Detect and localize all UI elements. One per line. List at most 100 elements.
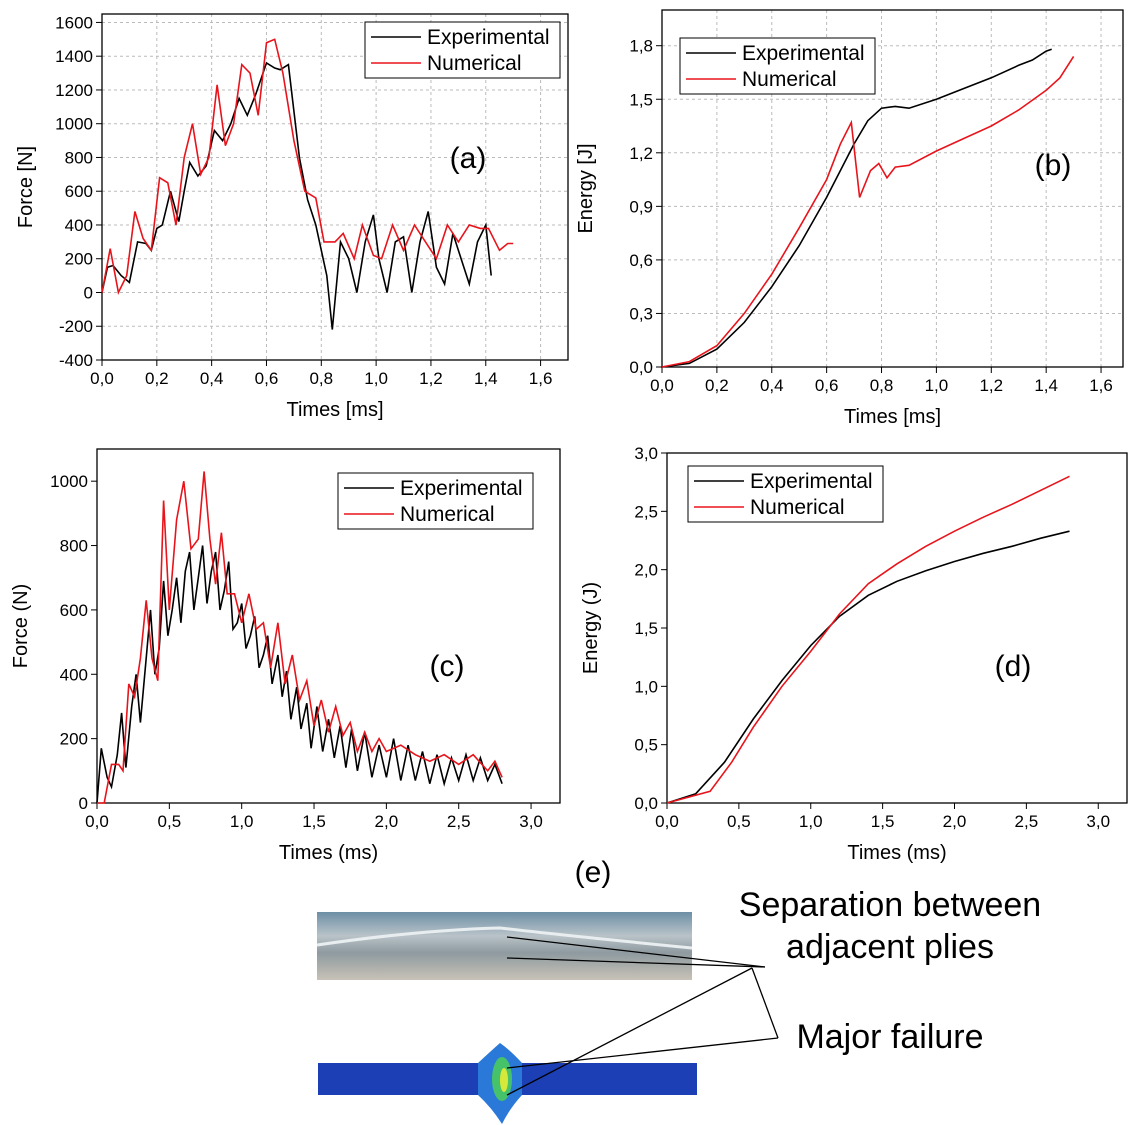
legend-box (364, 21, 561, 79)
x-tick-label: 2,5 (447, 812, 471, 831)
x-tick-label: 1,6 (529, 369, 553, 388)
y-axis-label: Force (N) (10, 584, 32, 668)
x-tick-label: 2,0 (375, 812, 399, 831)
x-tick-label: 1,4 (1034, 376, 1058, 395)
annotation: Separation between adjacent plies (738, 886, 1042, 966)
x-tick-label: 0,6 (255, 369, 279, 388)
y-tick-label: 0,0 (634, 794, 658, 813)
series-line (661, 48, 1052, 368)
y-tick-label: 0 (84, 283, 93, 302)
series-line (101, 61, 492, 330)
legend-box (679, 37, 876, 95)
arrow (506, 967, 753, 1096)
plot-frame (661, 9, 1124, 368)
y-axis-label: Force [N] (15, 146, 37, 228)
legend-label: Experimental (750, 470, 873, 493)
panel-label: (a) (450, 142, 487, 175)
x-tick-label: 0,8 (309, 369, 333, 388)
arrow (506, 957, 766, 968)
x-tick-label: 0,8 (870, 376, 894, 395)
x-axis-label: Times (ms) (279, 842, 378, 864)
x-tick-label: 0,0 (650, 376, 674, 395)
panel-label: (b) (1035, 149, 1072, 182)
legend-label: Numerical (750, 496, 845, 519)
x-tick-label: 2,0 (943, 812, 967, 831)
y-tick-label: 800 (65, 148, 93, 167)
legend-label: Experimental (427, 26, 550, 49)
y-tick-label: 2,0 (634, 561, 658, 580)
x-tick-label: 1,2 (979, 376, 1003, 395)
y-tick-label: 400 (65, 216, 93, 235)
y-tick-label: 600 (65, 182, 93, 201)
series-line (666, 530, 1070, 804)
chart: 0,0 0,5 1,0 1,5 2,0 2,5 3,0 0,0 0,5 1,0 1,5 2,0 2,5 3… (580, 444, 1128, 864)
y-tick-label: 1,2 (629, 144, 653, 163)
x-axis-label: Times (ms) (847, 842, 946, 864)
y-tick-label: 1,5 (629, 90, 653, 109)
x-tick-label: 0,0 (655, 812, 679, 831)
series-line (96, 545, 503, 804)
specimen-photo (317, 912, 692, 980)
x-tick-label: 2,5 (1015, 812, 1039, 831)
y-tick-label: 0,9 (629, 197, 653, 216)
y-tick-label: 1400 (55, 47, 93, 66)
y-tick-label: 0,0 (629, 358, 653, 377)
x-tick-label: 0,4 (760, 376, 784, 395)
y-tick-label: 600 (60, 601, 88, 620)
y-tick-label: 1600 (55, 13, 93, 32)
y-tick-label: 200 (60, 730, 88, 749)
y-tick-label: 1,5 (634, 619, 658, 638)
legend-label: Experimental (742, 42, 865, 65)
series-line (97, 471, 503, 804)
x-axis-label: Times [ms] (844, 406, 941, 428)
x-tick-label: 1,0 (799, 812, 823, 831)
y-tick-label: 200 (65, 250, 93, 269)
y-tick-label: 1200 (55, 81, 93, 100)
x-tick-label: 0,0 (85, 812, 109, 831)
x-tick-label: 0,2 (705, 376, 729, 395)
x-tick-label: 0,5 (158, 812, 182, 831)
y-axis-label: Energy (J) (580, 582, 602, 674)
x-tick-label: 1,6 (1089, 376, 1113, 395)
series-line (666, 475, 1070, 804)
y-tick-label: 800 (60, 537, 88, 556)
y-tick-label: 400 (60, 665, 88, 684)
panel-e-graphics: (e) (316, 856, 779, 1124)
x-tick-label: 0,4 (200, 369, 224, 388)
x-tick-label: 1,0 (364, 369, 388, 388)
x-tick-label: 3,0 (1086, 812, 1110, 831)
series-line (101, 38, 514, 296)
y-tick-label: 1,0 (634, 677, 658, 696)
arrows (506, 936, 779, 1096)
x-axis-label: Times [ms] (286, 399, 383, 421)
plot-frame (96, 448, 561, 804)
arrow (751, 967, 779, 1039)
y-axis-label: Energy [J] (575, 143, 597, 233)
y-tick-label: 3,0 (634, 444, 658, 463)
legend-box (337, 472, 534, 530)
x-tick-label: 0,0 (90, 369, 114, 388)
legend-label: Numerical (742, 68, 837, 91)
x-tick-label: 1,5 (302, 812, 326, 831)
chart: 0,0 0,2 0,4 0,6 0,8 1,0 1,2 1,4 1,6 -400 -200 0 200 4… (15, 13, 569, 421)
y-tick-label: 0 (79, 794, 88, 813)
panel-e-label: (e) (575, 856, 612, 889)
legend-label: Numerical (400, 503, 495, 526)
y-tick-label: -400 (59, 351, 93, 370)
plot-frame (666, 452, 1128, 804)
y-tick-label: 0,3 (629, 304, 653, 323)
panel-label: (d) (995, 650, 1032, 683)
x-tick-label: 1,4 (474, 369, 498, 388)
fe-damage-core (500, 1068, 508, 1092)
x-tick-label: 3,0 (519, 812, 543, 831)
x-tick-label: 1,2 (419, 369, 443, 388)
chart: 0,0 0,5 1,0 1,5 2,0 2,5 3,0 0 200 400 600 800 1000 Ex… (10, 448, 561, 864)
annotation: Major failure (796, 1018, 984, 1056)
y-tick-label: 1000 (55, 115, 93, 134)
chart: 0,0 0,2 0,4 0,6 0,8 1,0 1,2 1,4 1,6 0,0 0,3 0,6 0,9 1… (575, 9, 1124, 428)
panel-label: (c) (430, 650, 465, 683)
x-tick-label: 0,6 (815, 376, 839, 395)
y-tick-label: 1000 (50, 472, 88, 491)
x-tick-label: 1,0 (230, 812, 254, 831)
